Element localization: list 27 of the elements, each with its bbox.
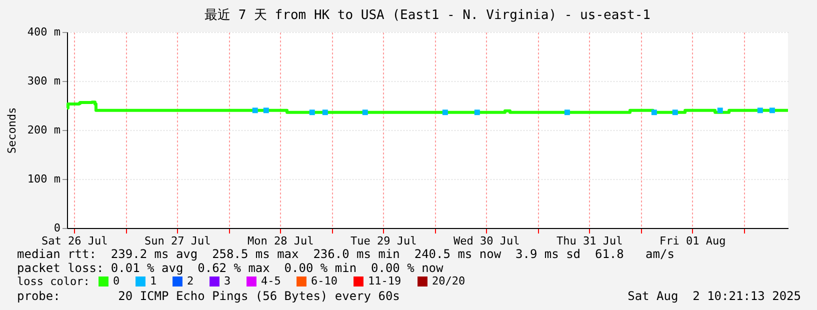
x-tick-label: Sun 27 Jul bbox=[144, 234, 211, 248]
text: median rtt: 239.2 ms avg 258.5 ms max 236.0 ms min 240.5 ms now 3.9 ms sd 61.8 am/s bbox=[17, 247, 674, 261]
legend-label: 1 bbox=[150, 274, 157, 288]
x-tick-label: Wed 30 Jul bbox=[453, 234, 520, 248]
legend-label: 2 bbox=[187, 274, 194, 288]
x-tick-label: Thu 31 Jul bbox=[556, 234, 623, 248]
x-tick-label: Sat 26 Jul bbox=[41, 234, 108, 248]
legend-label: 11-19 bbox=[368, 274, 402, 288]
x-tick-label: Fri 01 Aug bbox=[659, 234, 726, 248]
x-tick-label: Mon 28 Jul bbox=[247, 234, 314, 248]
x-tick-label: Tue 29 Jul bbox=[350, 234, 417, 248]
text: packet loss: 0.01 % avg 0.62 % max 0.00 % min 0.00 % now bbox=[17, 261, 444, 275]
legend-label: 3 bbox=[224, 274, 231, 288]
y-tick-label: 200 m bbox=[27, 124, 61, 136]
legend-label: 0 bbox=[113, 274, 120, 288]
legend-title: loss color: bbox=[17, 275, 90, 288]
legend-label: 6-10 bbox=[311, 274, 338, 288]
y-axis-title: Seconds bbox=[5, 107, 18, 154]
y-tick-label: 300 m bbox=[27, 74, 61, 88]
text: Sat Aug 2 10:21:13 2025 bbox=[628, 289, 801, 303]
text: probe: 20 ICMP Echo Pings (56 Bytes) every 60s bbox=[17, 289, 400, 303]
legend-label: 4-5 bbox=[261, 274, 281, 288]
chart-title: 最近 7 天 from HK to USA (East1 - N. Virginia) - us-east-1 bbox=[204, 8, 650, 23]
y-tick-label: 400 m bbox=[27, 26, 61, 38]
y-tick-label: 0 bbox=[54, 222, 60, 234]
legend-label: 20/20 bbox=[432, 274, 466, 288]
y-tick-label: 100 m bbox=[27, 172, 61, 186]
